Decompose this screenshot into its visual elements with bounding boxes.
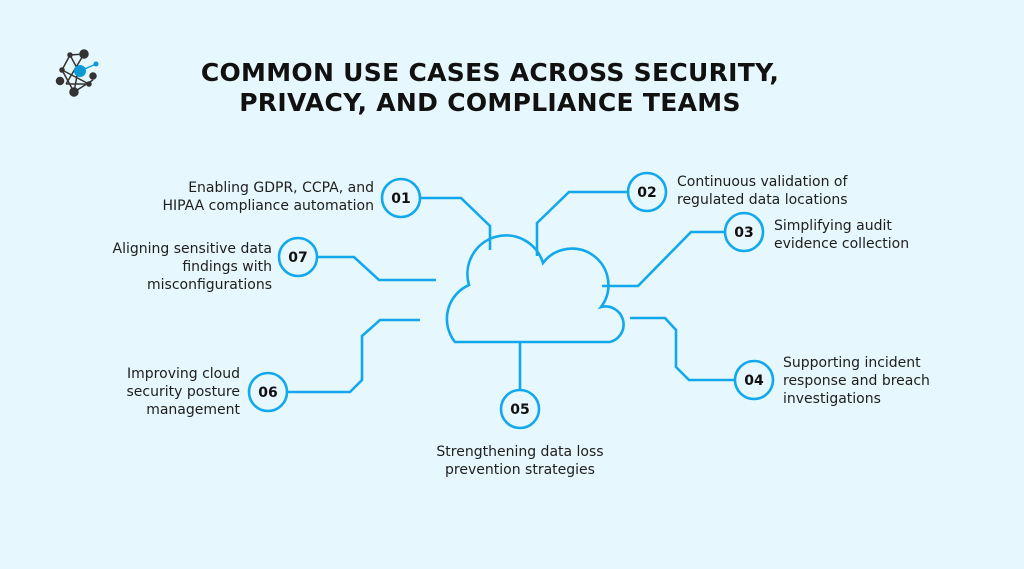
item-label-07: Aligning sensitive data findings with misc…	[112, 241, 272, 293]
badge-04	[733, 359, 775, 401]
badge-05	[499, 388, 541, 430]
item-label-05: Strengthening data loss prevention strate…	[436, 444, 604, 478]
connector-04	[630, 316, 735, 382]
connector-06	[287, 318, 420, 394]
connector-07	[317, 255, 436, 282]
badge-01	[380, 177, 422, 219]
connector-02	[535, 190, 628, 256]
logo	[55, 49, 99, 97]
badge-number: 03	[734, 225, 753, 241]
badge-07	[277, 236, 319, 278]
badge-number: 02	[637, 185, 656, 201]
badge-number: 07	[288, 250, 307, 266]
badge-number: 04	[744, 373, 764, 389]
badge-number: 06	[258, 385, 277, 401]
connector-01	[420, 196, 492, 250]
badge-number: 05	[510, 402, 529, 418]
item-label-06: Improving cloud security posture managemen…	[126, 366, 240, 418]
item-label-01: Enabling GDPR, CCPA, and HIPAA compliance…	[162, 180, 374, 214]
badge-02	[626, 171, 668, 213]
badge-number: 01	[391, 191, 410, 207]
connector-03	[602, 230, 725, 288]
badge-03	[723, 211, 765, 253]
badge-06	[247, 371, 289, 413]
cloud-icon	[445, 234, 625, 344]
item-label-04: Supporting incident response and breach in…	[783, 355, 930, 407]
item-label-02: Continuous validation of regulated data l…	[677, 174, 848, 208]
page-title: COMMON USE CASES ACROSS SECURITY, PRIVAC…	[200, 58, 780, 117]
item-label-03: Simplifying audit evidence collection	[774, 218, 910, 252]
